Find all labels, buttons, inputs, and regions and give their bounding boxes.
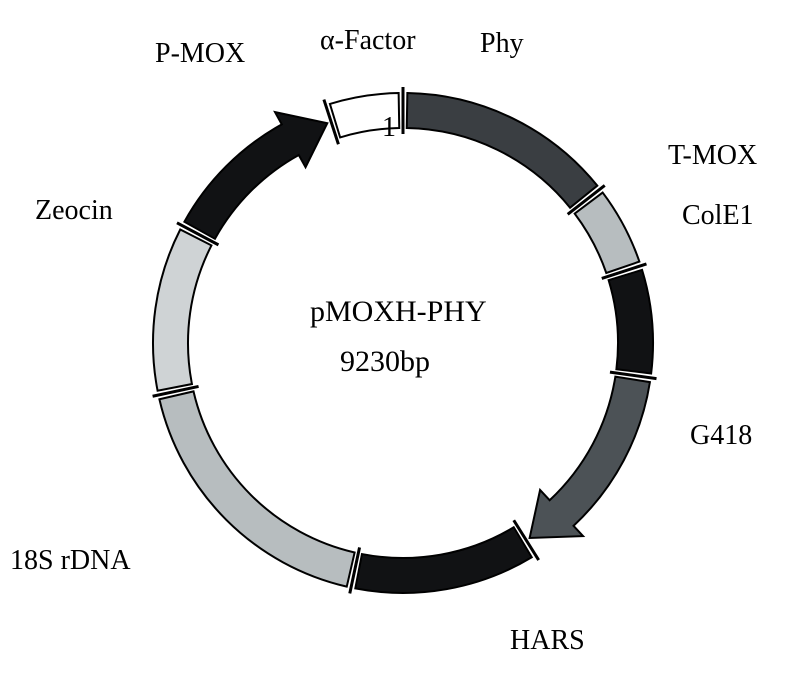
label-cole1: ColE1 — [682, 200, 754, 232]
label-g418: G418 — [690, 420, 752, 452]
segment-g418 — [530, 377, 650, 538]
label-t-mox: T-MOX — [668, 140, 757, 172]
segment-zeocin — [153, 230, 211, 391]
label-zeocin: Zeocin — [35, 195, 113, 227]
label-phy: Phy — [480, 28, 524, 60]
label-18s-rdna: 18S rDNA — [10, 545, 131, 577]
segment-cole1 — [609, 270, 653, 374]
label-alpha-factor: α-Factor — [320, 25, 416, 57]
segment-phy — [407, 93, 598, 208]
plasmid-map — [0, 0, 806, 686]
plasmid-name: pMOXH-PHY — [310, 295, 487, 329]
segment-p-mox — [184, 112, 327, 239]
origin-marker: 1 — [382, 112, 396, 144]
plasmid-size: 9230bp — [340, 345, 430, 379]
segment-18s-rdna — [159, 391, 354, 586]
label-hars: HARS — [510, 625, 585, 657]
segment-t-mox — [575, 193, 640, 273]
segment-hars — [355, 527, 531, 593]
label-p-mox: P-MOX — [155, 38, 245, 70]
